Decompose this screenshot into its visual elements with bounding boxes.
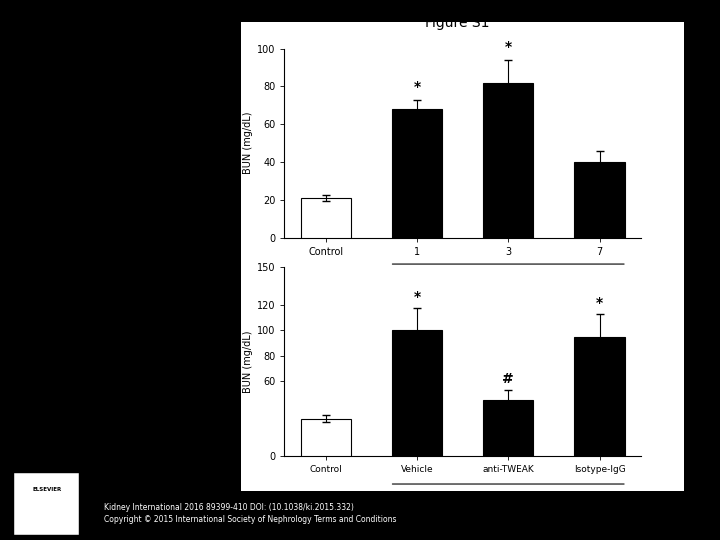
- Text: *: *: [505, 40, 512, 54]
- Text: Figure S1: Figure S1: [425, 16, 490, 30]
- Y-axis label: BUN (mg/dL): BUN (mg/dL): [243, 112, 253, 174]
- Text: *: *: [413, 80, 420, 94]
- Bar: [301, 418, 351, 456]
- Text: *: *: [413, 290, 420, 304]
- Text: *: *: [596, 296, 603, 310]
- Text: Kidney International 2016 89399-410 DOI: (10.1038/ki.2015.332): Kidney International 2016 89399-410 DOI:…: [104, 503, 354, 512]
- Bar: [392, 109, 442, 238]
- Bar: [483, 83, 534, 238]
- Text: Copyright © 2015 International Society of Nephrology Terms and Conditions: Copyright © 2015 International Society o…: [104, 515, 397, 524]
- Text: AKI (days): AKI (days): [483, 272, 533, 282]
- Text: A): A): [220, 39, 238, 53]
- Bar: [483, 400, 534, 456]
- Bar: [392, 330, 442, 456]
- Text: B): B): [220, 258, 238, 272]
- Bar: [575, 336, 624, 456]
- Bar: [575, 162, 624, 238]
- Bar: [301, 198, 351, 238]
- Y-axis label: BUN (mg/dL): BUN (mg/dL): [243, 330, 253, 393]
- Text: AKI: AKI: [500, 491, 516, 502]
- Text: ELSEVIER: ELSEVIER: [32, 488, 61, 492]
- Text: #: #: [503, 372, 514, 386]
